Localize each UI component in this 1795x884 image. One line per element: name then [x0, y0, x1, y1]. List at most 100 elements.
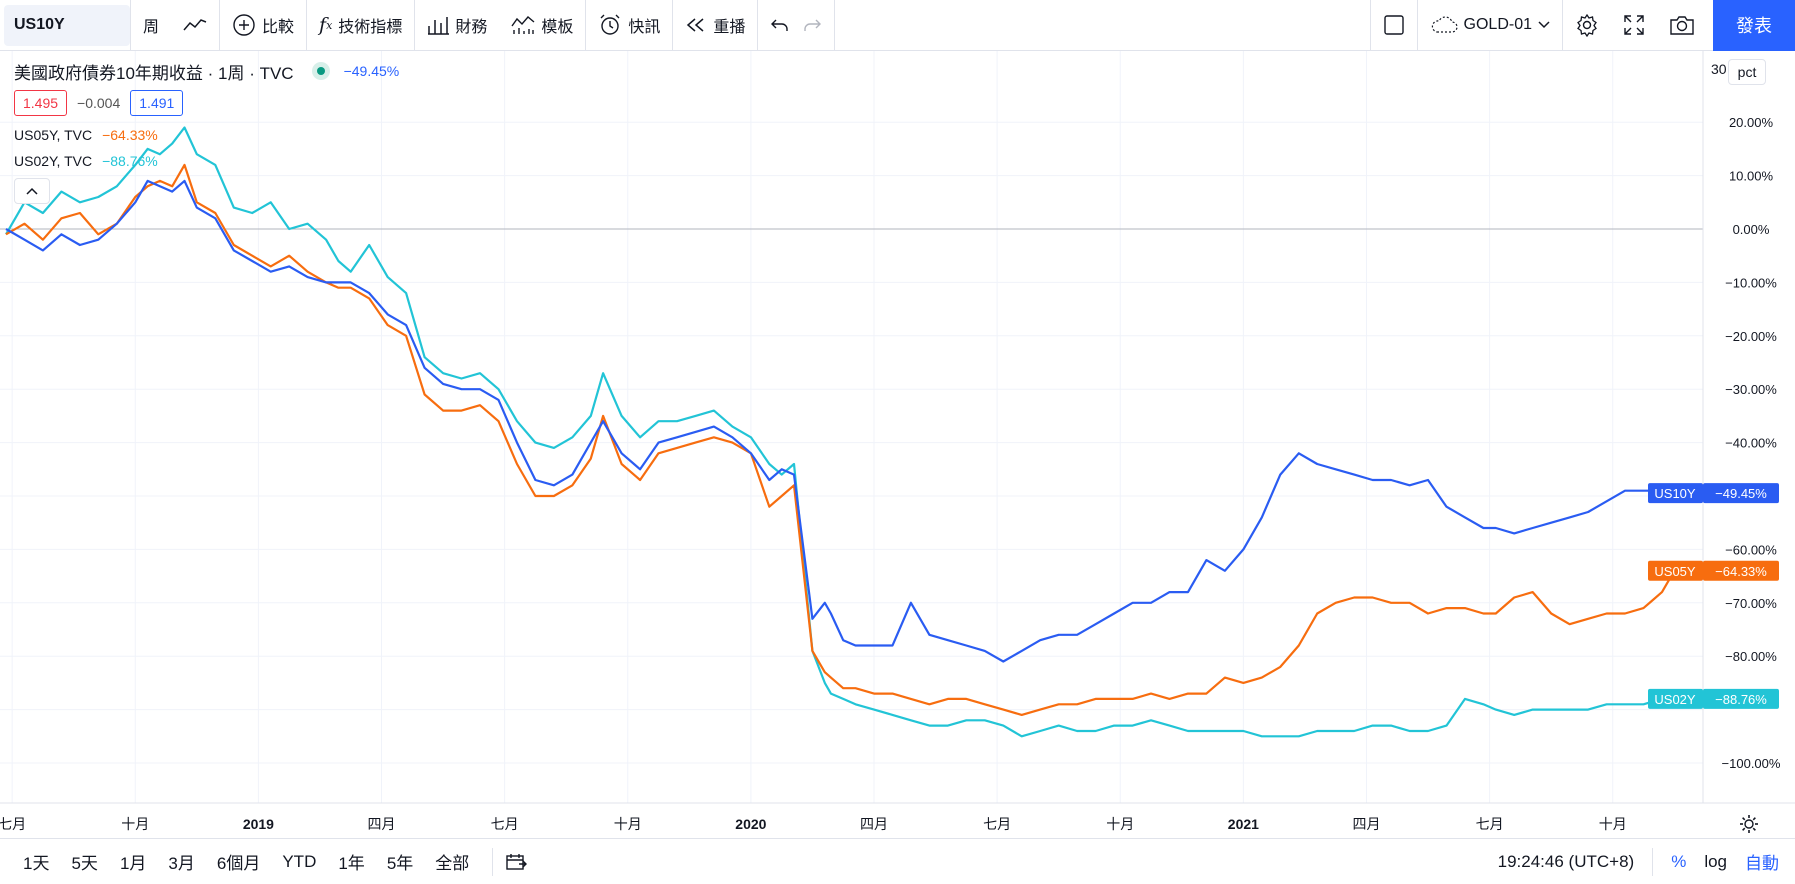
redo-icon: [802, 17, 822, 33]
series-line-us10y[interactable]: [5, 179, 1675, 663]
range-5y[interactable]: 5年: [386, 854, 414, 873]
range-1d[interactable]: 1天: [23, 854, 50, 873]
square-icon: [1383, 14, 1405, 36]
divider: [1562, 0, 1563, 51]
interval-button[interactable]: 周: [131, 0, 171, 51]
legend-main-row[interactable]: 美國政府債券10年期收益 · 1周 · TVC −49.45%: [14, 58, 399, 84]
financials-button[interactable]: 財務: [415, 0, 499, 51]
range-1y[interactable]: 1年: [338, 854, 365, 873]
financials-label: 財務: [455, 19, 488, 36]
x-tick-label: 十月: [1599, 816, 1627, 832]
clock[interactable]: 19:24:46 (UTC+8): [1497, 851, 1635, 871]
replay-button[interactable]: 重播: [673, 0, 757, 51]
legend-title: 美國政府債券10年期收益 · 1周 · TVC: [14, 63, 294, 83]
price-axis-bg: [1703, 51, 1795, 803]
y-tick-label: 20.00%: [1729, 115, 1774, 130]
divider: [219, 0, 221, 51]
x-tick-label: 十月: [1106, 816, 1134, 832]
y-tick-label: −100.00%: [1722, 756, 1781, 771]
y-tick-label: −10.00%: [1725, 275, 1777, 290]
snapshot-button[interactable]: [1657, 0, 1707, 51]
alerts-label: 快訊: [628, 19, 661, 36]
series-line-us02y[interactable]: [5, 126, 1675, 738]
range-5d[interactable]: 5天: [71, 854, 98, 873]
auto-scale-toggle[interactable]: 自動: [1745, 854, 1779, 873]
end-label-us02y: US02Y −88.76%: [1648, 688, 1779, 709]
range-all[interactable]: 全部: [435, 854, 470, 873]
series-tag: US05Y: [1654, 564, 1696, 579]
alerts-button[interactable]: 快訊: [586, 0, 672, 51]
divider: [672, 0, 674, 51]
replay-label: 重播: [713, 19, 746, 36]
templates-icon: [511, 15, 535, 35]
chevron-up-icon: [26, 187, 38, 195]
divider: [492, 847, 494, 876]
divider: [306, 0, 308, 51]
redo-button[interactable]: [802, 0, 834, 51]
compare-button[interactable]: 比較: [220, 0, 306, 51]
legend-series-us05y[interactable]: US05Y, TVC −64.33%: [14, 124, 399, 146]
axis-top-partial-label: 30: [1711, 61, 1727, 77]
undo-button[interactable]: [758, 0, 802, 51]
cloud-icon: [1430, 15, 1458, 35]
chart-type-button[interactable]: [171, 0, 219, 51]
layout-name-dropdown[interactable]: GOLD-01: [1418, 0, 1562, 51]
indicators-label: 技術指標: [338, 19, 403, 36]
x-tick-label: 2021: [1228, 816, 1259, 832]
x-tick-label: 七月: [1476, 816, 1504, 832]
series-value: −88.76%: [1715, 692, 1767, 707]
legend-collapse-button[interactable]: [14, 178, 50, 204]
time-axis[interactable]: 七月 十月 2019 四月 七月 十月 2020 四月 七月 十月 2021 四月 七月 十月: [0, 802, 1795, 833]
grid: [0, 51, 1703, 803]
range-6m[interactable]: 6個月: [216, 854, 261, 873]
templates-button[interactable]: 模板: [499, 0, 585, 51]
divider: [1369, 0, 1371, 51]
symbol-search-button[interactable]: US10Y: [4, 4, 130, 46]
interval-label: 周: [143, 19, 160, 36]
percent-scale-toggle[interactable]: %: [1671, 851, 1687, 871]
end-label-us10y: US10Y −49.45%: [1648, 483, 1779, 504]
bid-value[interactable]: 1.495: [14, 90, 68, 116]
layout-name-label: GOLD-01: [1463, 16, 1532, 33]
legend-quote-row: 1.495 −0.004 1.491: [14, 90, 399, 116]
divider: [1652, 847, 1654, 876]
x-tick-label: 四月: [860, 816, 888, 832]
range-3m[interactable]: 3月: [168, 854, 195, 873]
bar-chart-icon: [427, 15, 450, 35]
y-tick-label: −20.00%: [1725, 329, 1777, 344]
series-pct: −88.76%: [102, 153, 158, 169]
ask-value[interactable]: 1.491: [130, 90, 184, 116]
gear-icon[interactable]: [1740, 815, 1758, 833]
alarm-clock-icon: [598, 13, 622, 37]
axis-top-partial-text: 30: [1711, 61, 1727, 77]
layout-button[interactable]: [1371, 0, 1417, 51]
publish-button[interactable]: 發表: [1713, 0, 1795, 51]
range-ytd[interactable]: YTD: [282, 851, 317, 871]
x-tick-label: 2019: [243, 816, 274, 832]
y-tick-label: −40.00%: [1725, 436, 1777, 451]
divider: [130, 0, 131, 51]
series-line-us05y[interactable]: [5, 163, 1676, 717]
x-tick-label: 七月: [983, 816, 1011, 832]
rewind-icon: [685, 17, 707, 33]
x-tick-label: 2020: [735, 816, 766, 832]
settings-button[interactable]: [1563, 0, 1611, 51]
price-chart[interactable]: 20.00% 10.00% 0.00% −10.00% −20.00% −30.00% −4…: [0, 51, 1795, 838]
axis-mode-label: pct: [1737, 64, 1757, 80]
goto-date-icon[interactable]: [505, 852, 528, 872]
end-label-us05y: US05Y −64.33%: [1648, 560, 1779, 581]
y-tick-label: −80.00%: [1725, 649, 1777, 664]
fullscreen-button[interactable]: [1611, 0, 1657, 51]
price-axis[interactable]: 20.00% 10.00% 0.00% −10.00% −20.00% −30.00% −4…: [1702, 51, 1795, 803]
y-tick-label: −70.00%: [1725, 596, 1777, 611]
gear-icon: [1575, 13, 1599, 37]
plus-circle-icon: [232, 13, 256, 37]
legend-series-us02y[interactable]: US02Y, TVC −88.76%: [14, 150, 399, 172]
range-1m[interactable]: 1月: [119, 854, 147, 873]
axis-mode-badge[interactable]: pct: [1728, 59, 1766, 85]
log-scale-toggle[interactable]: log: [1704, 851, 1727, 871]
